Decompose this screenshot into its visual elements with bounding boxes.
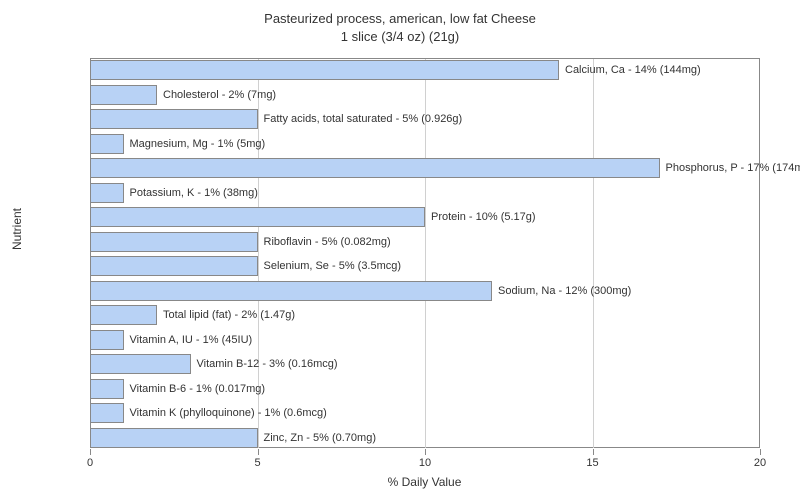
bar-label: Vitamin B-6 - 1% (0.017mg) bbox=[124, 379, 266, 399]
x-tick-mark bbox=[425, 449, 426, 455]
bar-label: Cholesterol - 2% (7mg) bbox=[157, 85, 276, 105]
bar bbox=[90, 207, 425, 227]
x-tick-mark bbox=[760, 449, 761, 455]
bar-label: Fatty acids, total saturated - 5% (0.926… bbox=[258, 109, 463, 129]
bar-row: Selenium, Se - 5% (3.5mcg) bbox=[90, 256, 760, 276]
bar-row: Zinc, Zn - 5% (0.70mg) bbox=[90, 428, 760, 448]
bar-label: Vitamin K (phylloquinone) - 1% (0.6mcg) bbox=[124, 403, 327, 423]
bar-label: Vitamin A, IU - 1% (45IU) bbox=[124, 330, 253, 350]
bar-row: Cholesterol - 2% (7mg) bbox=[90, 85, 760, 105]
x-axis-label: % Daily Value bbox=[388, 475, 462, 489]
bar-row: Calcium, Ca - 14% (144mg) bbox=[90, 60, 760, 80]
bar-label: Magnesium, Mg - 1% (5mg) bbox=[124, 134, 266, 154]
bar-row: Magnesium, Mg - 1% (5mg) bbox=[90, 134, 760, 154]
chart-title-block: Pasteurized process, american, low fat C… bbox=[0, 0, 800, 46]
bar bbox=[90, 354, 191, 374]
bar bbox=[90, 305, 157, 325]
bar-label: Calcium, Ca - 14% (144mg) bbox=[559, 60, 701, 80]
bar bbox=[90, 158, 660, 178]
bar bbox=[90, 232, 258, 252]
x-tick-label: 5 bbox=[254, 457, 260, 469]
bar bbox=[90, 183, 124, 203]
bar-row: Total lipid (fat) - 2% (1.47g) bbox=[90, 305, 760, 325]
bar-label: Protein - 10% (5.17g) bbox=[425, 207, 536, 227]
chart-title-line2: 1 slice (3/4 oz) (21g) bbox=[0, 28, 800, 46]
bar bbox=[90, 281, 492, 301]
bar-row: Potassium, K - 1% (38mg) bbox=[90, 183, 760, 203]
bar-label: Sodium, Na - 12% (300mg) bbox=[492, 281, 631, 301]
x-tick-mark bbox=[258, 449, 259, 455]
x-tick-label: 0 bbox=[87, 457, 93, 469]
chart-title-line1: Pasteurized process, american, low fat C… bbox=[0, 10, 800, 28]
plot-area: 05101520% Daily ValueCalcium, Ca - 14% (… bbox=[90, 58, 760, 448]
bar-label: Riboflavin - 5% (0.082mg) bbox=[258, 232, 391, 252]
bar bbox=[90, 379, 124, 399]
bar bbox=[90, 428, 258, 448]
x-tick-mark bbox=[90, 449, 91, 455]
bar-label: Total lipid (fat) - 2% (1.47g) bbox=[157, 305, 295, 325]
bar bbox=[90, 256, 258, 276]
bar-label: Potassium, K - 1% (38mg) bbox=[124, 183, 258, 203]
bar-row: Vitamin K (phylloquinone) - 1% (0.6mcg) bbox=[90, 403, 760, 423]
x-tick-label: 20 bbox=[754, 457, 766, 469]
bar-row: Vitamin B-12 - 3% (0.16mcg) bbox=[90, 354, 760, 374]
bar-row: Protein - 10% (5.17g) bbox=[90, 207, 760, 227]
bar-label: Phosphorus, P - 17% (174mg) bbox=[660, 158, 800, 178]
bar-row: Sodium, Na - 12% (300mg) bbox=[90, 281, 760, 301]
bar bbox=[90, 330, 124, 350]
x-tick-mark bbox=[593, 449, 594, 455]
y-axis-label: Nutrient bbox=[10, 208, 24, 250]
nutrient-chart: Pasteurized process, american, low fat C… bbox=[0, 0, 800, 500]
x-tick-label: 10 bbox=[419, 457, 431, 469]
bar-label: Vitamin B-12 - 3% (0.16mcg) bbox=[191, 354, 338, 374]
bar bbox=[90, 60, 559, 80]
bar bbox=[90, 85, 157, 105]
bar-row: Vitamin A, IU - 1% (45IU) bbox=[90, 330, 760, 350]
bar-row: Riboflavin - 5% (0.082mg) bbox=[90, 232, 760, 252]
x-tick-label: 15 bbox=[586, 457, 598, 469]
bar-label: Selenium, Se - 5% (3.5mcg) bbox=[258, 256, 402, 276]
bar-row: Phosphorus, P - 17% (174mg) bbox=[90, 158, 760, 178]
bar-row: Vitamin B-6 - 1% (0.017mg) bbox=[90, 379, 760, 399]
bar-label: Zinc, Zn - 5% (0.70mg) bbox=[258, 428, 376, 448]
bar-row: Fatty acids, total saturated - 5% (0.926… bbox=[90, 109, 760, 129]
bar bbox=[90, 403, 124, 423]
bar bbox=[90, 134, 124, 154]
bar bbox=[90, 109, 258, 129]
